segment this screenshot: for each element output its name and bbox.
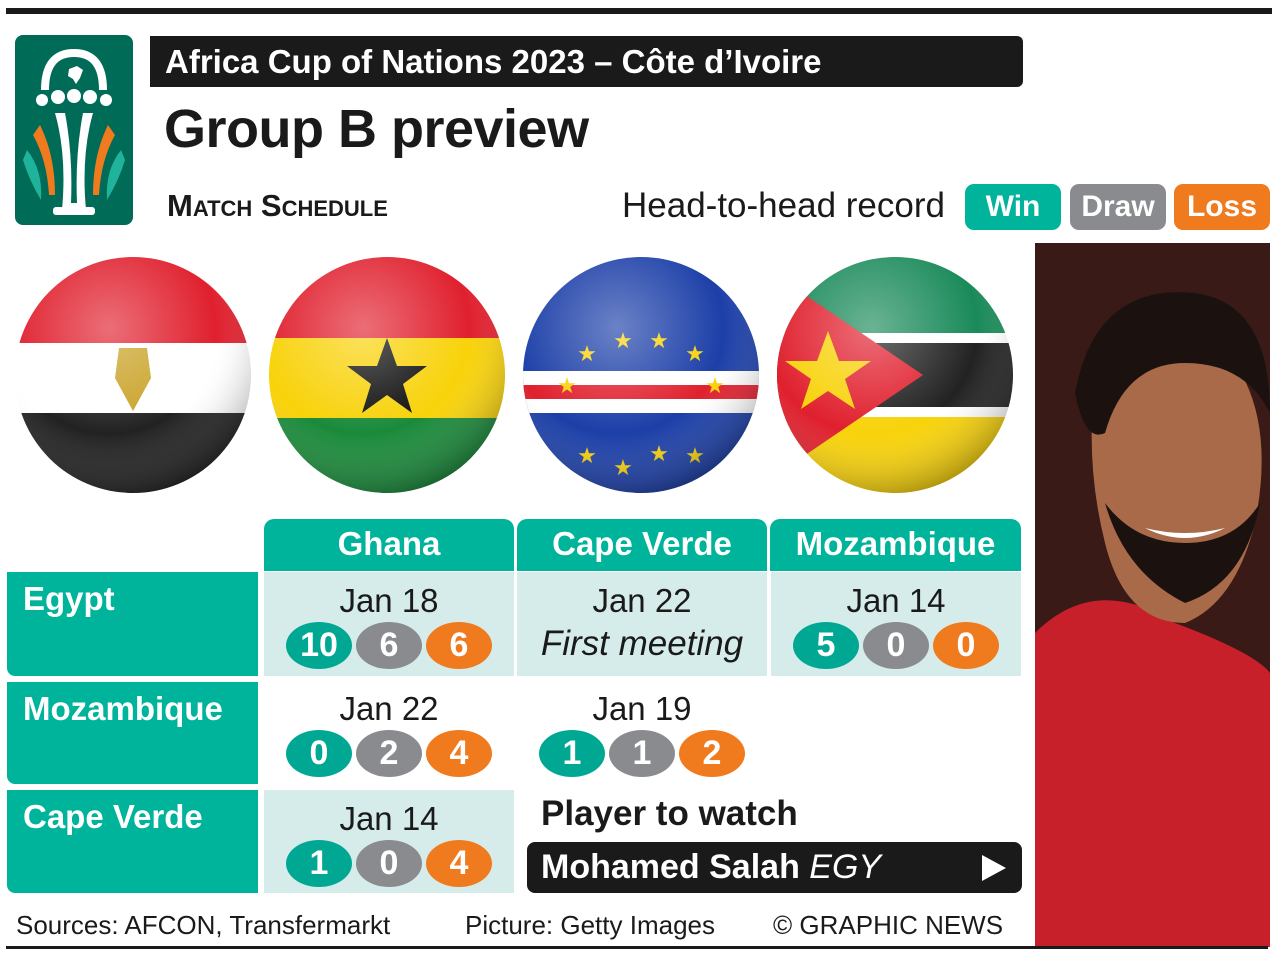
- row-header-cape-verde: Cape Verde: [7, 790, 258, 893]
- draw-count: 1: [609, 730, 675, 777]
- player-bar[interactable]: Mohamed Salah EGY: [527, 842, 1022, 893]
- match-cell-egypt-cape-verde: Jan 22 First meeting: [517, 572, 767, 676]
- flag-egypt: [15, 257, 251, 493]
- column-header-ghana: Ghana: [264, 519, 514, 571]
- draw-count: 0: [356, 840, 422, 887]
- page-title: Group B preview: [164, 99, 589, 159]
- picture-credit: Picture: Getty Images: [465, 910, 715, 940]
- match-date: Jan 19: [592, 690, 692, 727]
- draw-count: 2: [356, 730, 422, 777]
- loss-count: 4: [426, 840, 492, 887]
- flag-cape-verde: ★★★★★★★★★★: [523, 257, 759, 493]
- match-date: Jan 22: [339, 690, 439, 727]
- player-name: Mohamed Salah: [541, 848, 800, 886]
- section-title: Match Schedule: [167, 188, 388, 223]
- player-country: EGY: [809, 848, 882, 886]
- player-heading: Player to watch: [541, 794, 798, 833]
- legend-win: Win: [965, 184, 1061, 230]
- win-count: 1: [539, 730, 605, 777]
- bottom-rule: [6, 946, 1268, 949]
- column-header-mozambique: Mozambique: [770, 519, 1021, 571]
- win-count: 1: [286, 840, 352, 887]
- loss-count: 4: [426, 730, 492, 777]
- player-photo: [1035, 243, 1270, 947]
- legend-draw: Draw: [1070, 184, 1166, 230]
- first-meeting-note: First meeting: [540, 624, 744, 663]
- loss-count: 6: [426, 622, 492, 669]
- win-count: 0: [286, 730, 352, 777]
- match-date: Jan 22: [592, 582, 692, 619]
- match-date: Jan 14: [339, 800, 439, 837]
- match-cell-egypt-ghana: Jan 18 10 6 6: [264, 572, 514, 676]
- loss-count: 0: [933, 622, 999, 669]
- draw-count: 6: [356, 622, 422, 669]
- win-count: 10: [286, 622, 352, 669]
- h2h-label: Head-to-head record: [622, 186, 945, 225]
- column-header-cape-verde: Cape Verde: [517, 519, 767, 571]
- loss-count: 2: [679, 730, 745, 777]
- match-date: Jan 14: [846, 582, 946, 619]
- copyright-credit: © GRAPHIC NEWS: [773, 910, 1004, 940]
- play-arrow-icon[interactable]: [982, 855, 1006, 881]
- legend-loss: Loss: [1174, 184, 1270, 230]
- row-header-mozambique: Mozambique: [7, 682, 258, 784]
- flag-ghana: [269, 257, 505, 493]
- flag-mozambique: [777, 257, 1013, 493]
- win-count: 5: [793, 622, 859, 669]
- title-bar: Africa Cup of Nations 2023 – Côte d’Ivoi…: [150, 36, 1023, 87]
- afcon-logo: [15, 35, 133, 225]
- draw-count: 0: [863, 622, 929, 669]
- match-date: Jan 18: [339, 582, 439, 619]
- top-rule: [6, 8, 1272, 14]
- sources-text: Sources: AFCON, Transfermarkt: [16, 910, 391, 940]
- row-header-egypt: Egypt: [7, 572, 258, 676]
